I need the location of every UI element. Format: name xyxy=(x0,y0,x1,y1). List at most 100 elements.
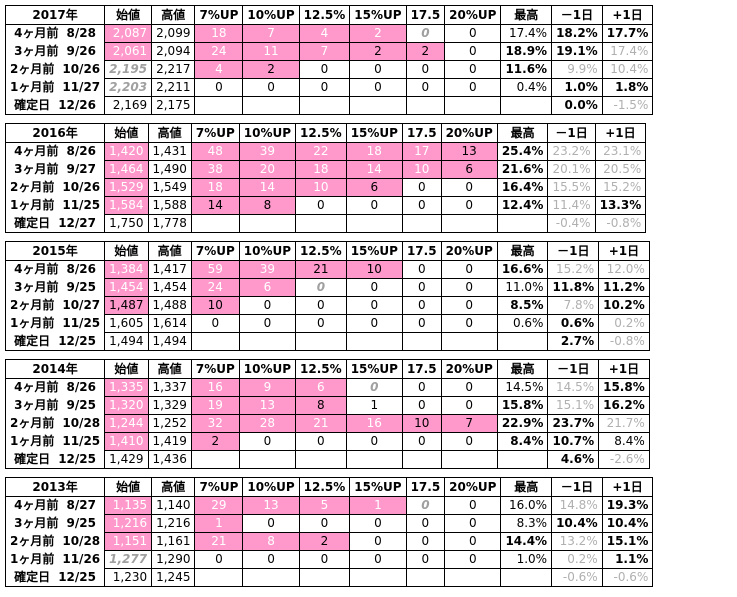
year-label: 2015年 xyxy=(4,241,106,261)
cell-high: 1,614 xyxy=(147,314,192,333)
cell-up7 xyxy=(190,332,240,351)
table-row: 4ヶ月前 8/28 2,087 2,099 18 7 4 2 0 0 17.4% 18.2% 17.7… xyxy=(4,24,654,43)
cell-up175: 0 xyxy=(405,550,446,569)
cell-up20: 0 xyxy=(444,78,502,97)
table-row: 確定日 12/27 1,750 1,778 -0.4% -0.8% xyxy=(4,214,647,233)
table-row: 1ヶ月前 11/25 1,605 1,614 0 0 0 0 0 0 0.6% 0.6% 0.2% xyxy=(4,314,650,333)
cell-minus1: 11.8% xyxy=(547,278,600,297)
cell-up125: 4 xyxy=(298,24,351,43)
column-header-plus1: +1日 xyxy=(601,477,654,497)
cell-high: 1,588 xyxy=(147,196,192,215)
cell-open: 2,169 xyxy=(104,96,153,115)
cell-up7: 18 xyxy=(190,178,240,197)
cell-up125: 0 xyxy=(295,432,347,451)
date-label: 10/27 xyxy=(62,298,101,312)
period-label: 1ヶ月前 xyxy=(10,80,55,94)
year-block: 2014年 始値 高値 7%UP 10%UP 12.5% 15%UP 17.5 20%UP 最高－… xyxy=(4,359,650,469)
cell-max: 21.6% xyxy=(496,160,549,179)
cell-up125: 7 xyxy=(298,42,351,61)
cell-minus1: 15.5% xyxy=(547,178,596,197)
period-label: 4ヶ月前 xyxy=(14,26,59,41)
cell-up125: 18 xyxy=(295,160,347,179)
cell-open: 1,335 xyxy=(104,378,149,397)
cell-minus1: 10.7% xyxy=(547,432,600,451)
cell-open: 1,605 xyxy=(104,314,149,333)
cell-up15: 0 xyxy=(349,514,407,533)
cell-up125 xyxy=(295,450,347,469)
cell-up7: 21 xyxy=(194,532,244,551)
header-row: 2016年 始値 高値 7%UP 10%UP 12.5% 15%UP 17.5 20%UP 最高－… xyxy=(4,123,647,143)
cell-up20 xyxy=(440,332,498,351)
date-label: 9/27 xyxy=(66,162,96,176)
cell-plus1: 19.3% xyxy=(601,496,654,515)
date-label: 12/27 xyxy=(58,215,96,230)
cell-high: 1,290 xyxy=(151,550,196,569)
cell-max: 0.4% xyxy=(500,78,553,97)
column-header-max: 最高 xyxy=(496,359,549,379)
cell-minus1: 13.2% xyxy=(551,532,603,551)
column-header-max: 最高 xyxy=(496,123,549,143)
date-label: 10/28 xyxy=(62,416,101,430)
cell-up15 xyxy=(345,450,403,469)
cell-up125: 0 xyxy=(295,296,347,315)
cell-up175: 0 xyxy=(401,278,442,297)
column-header-up175: 17.5 xyxy=(401,123,442,143)
cell-up15: 14 xyxy=(345,160,403,179)
date-label: 11/25 xyxy=(62,198,101,212)
cell-up125: 21 xyxy=(295,414,347,433)
cell-high: 1,140 xyxy=(151,496,196,515)
column-header-plus1: +1日 xyxy=(594,123,647,143)
cell-up20: 0 xyxy=(440,432,498,451)
cell-up175 xyxy=(401,450,442,469)
cell-minus1: 23.7% xyxy=(547,414,600,433)
stats-table: 2014年 始値 高値 7%UP 10%UP 12.5% 15%UP 17.5 20%UP 最高－… xyxy=(4,359,650,469)
cell-up7: 32 xyxy=(190,414,240,433)
cell-up10: 0 xyxy=(238,296,297,315)
cell-up175: 17 xyxy=(401,142,442,161)
column-header-up10: 10%UP xyxy=(238,123,297,143)
cell-up20: 0 xyxy=(440,378,498,397)
cell-up125: 22 xyxy=(295,142,347,161)
row-label: 2ヶ月前 10/28 xyxy=(4,532,106,551)
cell-up7: 10 xyxy=(190,296,240,315)
cell-up15: 0 xyxy=(349,532,407,551)
date-label: 11/25 xyxy=(62,316,101,330)
cell-max: 16.6% xyxy=(496,260,549,279)
cell-up10: 0 xyxy=(242,550,300,569)
row-label: 2ヶ月前 10/27 xyxy=(4,296,106,315)
cell-up175: 0 xyxy=(405,532,446,551)
cell-open: 2,087 xyxy=(104,24,153,43)
cell-up125: 0 xyxy=(295,196,347,215)
cell-up10: 39 xyxy=(238,260,297,279)
cell-up175: 0 xyxy=(401,178,442,197)
cell-plus1: 23.1% xyxy=(594,142,647,161)
column-header-up15: 15%UP xyxy=(345,359,403,379)
period-label: 4ヶ月前 xyxy=(14,498,59,513)
cell-high: 1,490 xyxy=(147,160,192,179)
date-label: 11/25 xyxy=(62,434,101,448)
cell-up125: 10 xyxy=(295,178,347,197)
period-label: 確定日 xyxy=(14,215,51,230)
cell-up125: 6 xyxy=(295,378,347,397)
cell-max: 8.3% xyxy=(500,514,553,533)
cell-open: 1,216 xyxy=(104,514,153,533)
cell-up10: 14 xyxy=(238,178,297,197)
table-row: 1ヶ月前 11/26 1,277 1,290 0 0 0 0 0 0 1.0% 0.2% 1.1% xyxy=(4,550,654,569)
cell-up20 xyxy=(444,568,502,587)
cell-up15: 0 xyxy=(345,278,403,297)
column-header-up7: 7%UP xyxy=(190,123,240,143)
cell-up15 xyxy=(345,332,403,351)
cell-high: 1,161 xyxy=(151,532,196,551)
date-label: 12/25 xyxy=(58,333,96,348)
cell-up7 xyxy=(194,568,244,587)
cell-up7: 19 xyxy=(190,396,240,415)
year-block: 2017年 始値 高値 7%UP 10%UP 12.5% 15%UP 17.5 20%UP 最高－… xyxy=(4,5,654,115)
cell-max: 0.6% xyxy=(496,314,549,333)
column-header-plus1: +1日 xyxy=(598,359,650,379)
cell-up15: 0 xyxy=(345,378,403,397)
cell-open: 1,410 xyxy=(104,432,149,451)
column-header-minus1: －1日 xyxy=(547,123,596,143)
cell-up125 xyxy=(298,568,351,587)
cell-up175: 0 xyxy=(401,260,442,279)
cell-plus1: -0.8% xyxy=(598,332,650,351)
